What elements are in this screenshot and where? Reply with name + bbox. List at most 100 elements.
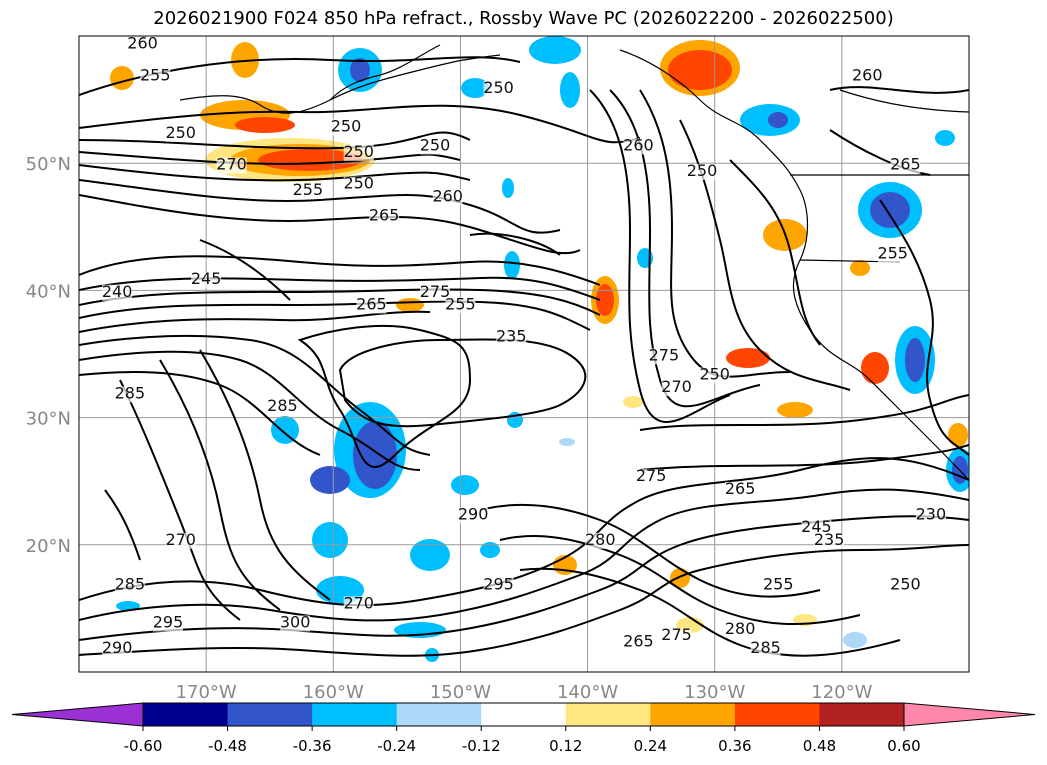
colorbar-tick-label: -0.12: [462, 737, 501, 755]
contour-label: 255: [763, 574, 794, 593]
colorbar-segment: [396, 703, 482, 726]
contour-label: 295: [483, 574, 514, 593]
lon-tick-label: 150°W: [430, 682, 491, 703]
contour-label: 250: [699, 364, 730, 383]
contour-label-bg: [343, 176, 374, 193]
contour-label-bg: [725, 481, 756, 498]
contour-label: 280: [725, 619, 756, 638]
colorbar-tick-label: 0.60: [887, 737, 920, 755]
contour-label: 275: [661, 625, 692, 644]
contour-label: 250: [343, 142, 374, 161]
contour-label-bg: [432, 189, 463, 206]
contour-label: 285: [115, 574, 146, 593]
contour-label: 270: [165, 530, 196, 549]
contour-label: 255: [445, 294, 476, 313]
contour-label-bg: [140, 68, 171, 85]
colorbar-segment: [734, 703, 820, 726]
contour-label-bg: [420, 284, 450, 301]
contour-label: 265: [725, 479, 756, 498]
contour-label-bg: [165, 125, 196, 142]
contour-label: 255: [293, 180, 324, 199]
contour-label: 280: [585, 530, 616, 549]
contour-label: 260: [852, 66, 883, 85]
contour-label-bg: [102, 640, 133, 657]
contour-label-bg: [890, 577, 921, 594]
lat-tick-label: 50°N: [26, 154, 71, 175]
contour-label: 250: [343, 174, 374, 193]
colorbar-segment: [227, 703, 313, 726]
contour-label: 245: [191, 269, 222, 288]
contour-label-bg: [483, 81, 514, 98]
contour-label-bg: [343, 144, 374, 161]
colorbar-max-extension: [903, 702, 1036, 727]
contour-label-bg: [445, 297, 476, 314]
lon-tick-label: 120°W: [811, 682, 872, 703]
contour-label: 275: [649, 345, 680, 364]
contour-label: 290: [102, 638, 133, 657]
colorbar-tick-label: 0.24: [634, 737, 667, 755]
colorbar-segment: [565, 703, 651, 726]
contour-label: 230: [916, 504, 947, 523]
contour-label: 245: [801, 517, 832, 536]
contour-label-bg: [496, 329, 527, 346]
contour-label-bg: [661, 628, 692, 645]
lon-tick-label: 140°W: [557, 682, 618, 703]
contour-label: 260: [432, 186, 463, 205]
contour-label-bg: [267, 399, 298, 416]
contour-label-bg: [725, 621, 756, 638]
contour-label: 270: [661, 377, 692, 396]
contour-label-bg: [331, 119, 361, 136]
contour-label: 270: [216, 155, 247, 174]
contour-label-bg: [877, 246, 908, 263]
colorbar-segment: [650, 703, 736, 726]
contour-label: 265: [356, 294, 387, 313]
lon-tick-label: 160°W: [303, 682, 364, 703]
colorbar-segment: [819, 703, 905, 726]
contour-label: 235: [814, 530, 845, 549]
colorbar: [11, 702, 1036, 727]
contour-label-bg: [483, 577, 514, 594]
contour-label-bg: [623, 634, 654, 651]
contour-label: 255: [140, 66, 171, 85]
contour-label: 295: [153, 612, 184, 631]
contour-label: 250: [331, 116, 362, 135]
latitude-ticks: 20°N 30°N 40°N 50°N: [26, 154, 71, 557]
contour-label-bg: [687, 163, 717, 180]
colorbar-segment: [143, 703, 229, 726]
contour-label-bg: [661, 380, 692, 397]
contour-label-bg: [292, 183, 323, 199]
contour-label-bg: [191, 272, 222, 289]
contour-label: 250: [483, 78, 514, 97]
colorbar-min-extension: [11, 702, 144, 727]
contour-label: 250: [687, 161, 718, 180]
contour-label: 255: [877, 244, 908, 263]
contour-label-bg: [890, 157, 921, 174]
colorbar-tick-label: -0.48: [208, 737, 247, 755]
contour-label-bg: [648, 348, 679, 365]
contour-label: 265: [369, 205, 400, 224]
contour-label: 270: [343, 593, 374, 612]
contour-label-bg: [699, 367, 730, 384]
map-title: 2026021900 F024 850 hPa refract., Rossby…: [153, 8, 894, 29]
contour-label: 260: [623, 135, 654, 154]
colorbar-tick-label: -0.60: [124, 737, 163, 755]
colorbar-tick-label: -0.36: [293, 737, 332, 755]
contour-label-bg: [369, 208, 400, 225]
contour-label: 265: [623, 632, 654, 651]
contour-label-bg: [165, 532, 196, 549]
lat-tick-label: 30°N: [26, 409, 71, 430]
contour-label: 285: [115, 384, 146, 403]
contour-label-bg: [636, 469, 667, 486]
contour-label: 250: [165, 123, 196, 142]
contour-label-bg: [114, 577, 145, 594]
colorbar-tick-label: 0.12: [549, 737, 582, 755]
coastline: [179, 44, 969, 481]
lon-tick-label: 170°W: [176, 682, 237, 703]
contour-label-bg: [153, 615, 183, 632]
map-frame: [78, 35, 970, 673]
contour-label: 275: [636, 466, 667, 485]
contour-label-bg: [852, 68, 883, 85]
contour-label: 250: [890, 574, 921, 593]
colorbar-segment: [312, 703, 398, 726]
